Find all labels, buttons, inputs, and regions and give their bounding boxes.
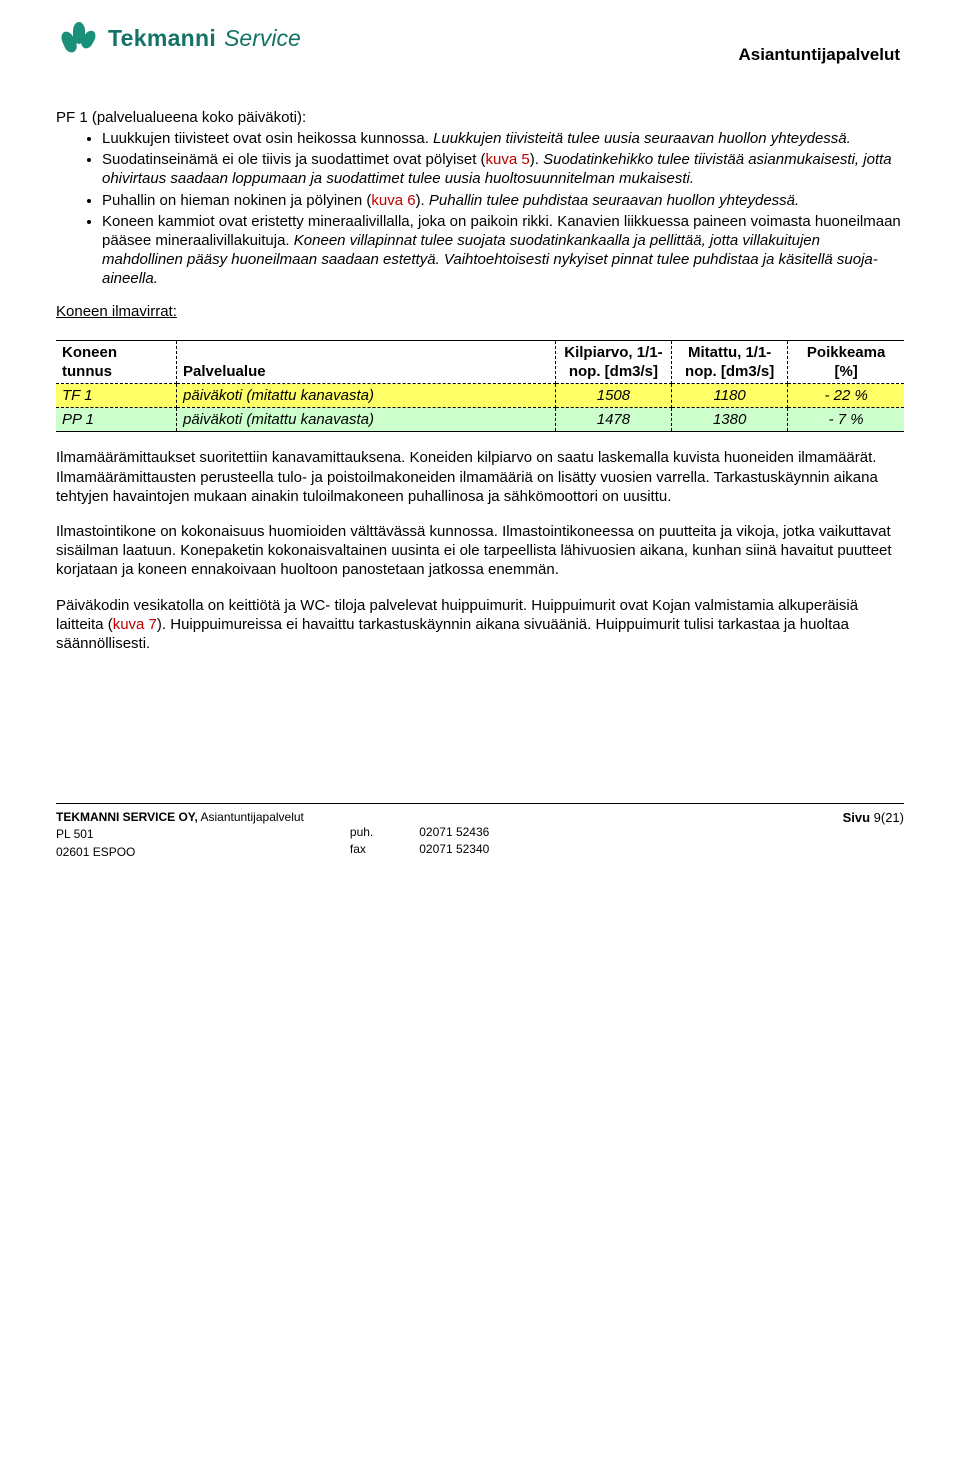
bullet-text: ). (416, 192, 429, 209)
bullet-text: Puhallin on hieman nokinen ja pölyinen ( (102, 192, 371, 209)
cell-machine-id: TF 1 (56, 384, 177, 408)
bullet-text: ). (530, 151, 543, 168)
paragraph: Päiväkodin vesikatolla on keittiötä ja W… (56, 596, 904, 654)
footer-address-col: TEKMANNI SERVICE OY, Asiantuntijapalvelu… (56, 810, 304, 860)
footer-contact-values: 02071 52436 02071 52340 (419, 810, 489, 860)
paragraph-text: ). Huippuimureissa ei havaittu tarkastus… (56, 616, 849, 652)
cell-nameplate: 1478 (555, 408, 671, 432)
list-item: Suodatinseinämä ei ole tiivis ja suodatt… (102, 150, 904, 188)
cell-measured: 1380 (672, 408, 788, 432)
section-title: PF 1 (palvelualueena koko päiväkoti): (56, 108, 904, 127)
cell-nameplate: 1508 (555, 384, 671, 408)
cell-service-area: päiväkoti (mitattu kanavasta) (177, 384, 556, 408)
bullet-text-em: Luukkujen tiivisteitä tulee uusia seuraa… (433, 130, 851, 147)
cell-deviation: - 7 % (788, 408, 904, 432)
paragraph: Ilmastointikone on kokonaisuus huomioide… (56, 522, 904, 580)
list-item: Koneen kammiot ovat eristetty mineraaliv… (102, 212, 904, 289)
figure-ref: kuva 5 (486, 151, 530, 168)
brand-word-2: Service (224, 24, 301, 53)
brand-word-1: Tekmanni (108, 24, 216, 53)
page-title-top-right: Asiantuntijapalvelut (738, 18, 904, 66)
footer-label-phone: puh. (350, 825, 373, 840)
bullet-text: Suodatinseinämä ei ole tiivis ja suodatt… (102, 151, 486, 168)
airflow-table: Koneentunnus Palvelualue Kilpiarvo, 1/1-… (56, 340, 904, 433)
col-header-deviation: Poikkeama[%] (788, 340, 904, 383)
col-header-measured: Mitattu, 1/1-nop. [dm3/s] (672, 340, 788, 383)
footer-contact-labels: puh. fax (350, 810, 373, 860)
footer-addr-line: PL 501 (56, 827, 304, 842)
footer-page-number: Sivu 9(21) (843, 810, 904, 860)
table-row: TF 1päiväkoti (mitattu kanavasta)1508118… (56, 384, 904, 408)
cell-machine-id: PP 1 (56, 408, 177, 432)
list-item: Luukkujen tiivisteet ovat osin heikossa … (102, 129, 904, 148)
figure-ref: kuva 7 (113, 616, 157, 633)
footer-addr-line: 02601 ESPOO (56, 845, 304, 860)
footer-left: TEKMANNI SERVICE OY, Asiantuntijapalvelu… (56, 810, 489, 860)
brand-logo-text: Tekmanni Service (108, 24, 301, 53)
col-header-machine-id: Koneentunnus (56, 340, 177, 383)
footer-label-fax: fax (350, 842, 373, 857)
airflow-table-body: TF 1päiväkoti (mitattu kanavasta)1508118… (56, 384, 904, 432)
cell-service-area: päiväkoti (mitattu kanavasta) (177, 408, 556, 432)
cell-measured: 1180 (672, 384, 788, 408)
bullet-list: Luukkujen tiivisteet ovat osin heikossa … (56, 129, 904, 289)
table-row: PP 1päiväkoti (mitattu kanavasta)1478138… (56, 408, 904, 432)
list-item: Puhallin on hieman nokinen ja pölyinen (… (102, 191, 904, 210)
subheading-airflows: Koneen ilmavirrat: (56, 302, 904, 321)
col-header-service-area: Palvelualue (177, 340, 556, 383)
bullet-text: Luukkujen tiivisteet ovat osin heikossa … (102, 130, 433, 147)
brand-logo-mark (56, 18, 98, 60)
document-body: PF 1 (palvelualueena koko päiväkoti): Lu… (56, 108, 904, 653)
figure-ref: kuva 6 (371, 192, 415, 209)
bullet-text-em: Puhallin tulee puhdistaa seuraavan huoll… (429, 192, 799, 209)
paragraph: Ilmamäärämittaukset suoritettiin kanavam… (56, 448, 904, 506)
page-footer: TEKMANNI SERVICE OY, Asiantuntijapalvelu… (56, 803, 904, 860)
page-header: Tekmanni Service Asiantuntijapalvelut (56, 18, 904, 66)
brand-logo: Tekmanni Service (56, 18, 301, 60)
footer-company: TEKMANNI SERVICE OY, Asiantuntijapalvelu… (56, 810, 304, 825)
cell-deviation: - 22 % (788, 384, 904, 408)
footer-fax-number: 02071 52340 (419, 842, 489, 857)
col-header-nameplate: Kilpiarvo, 1/1-nop. [dm3/s] (555, 340, 671, 383)
footer-phone-number: 02071 52436 (419, 825, 489, 840)
